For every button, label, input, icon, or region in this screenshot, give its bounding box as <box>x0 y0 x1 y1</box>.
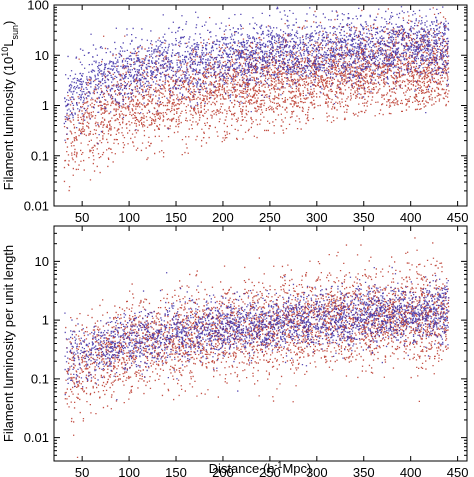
x-tick-label: 450 <box>447 465 469 477</box>
x-tick-label: 450 <box>447 210 469 225</box>
bottom-x-ticks: 50 100 150 200 250 300 350 400 450 <box>75 226 469 477</box>
x-tick-label: 350 <box>353 465 375 477</box>
x-tick-label: 50 <box>75 210 89 225</box>
x-tick-label: 150 <box>165 210 187 225</box>
x-tick-label: 250 <box>259 210 281 225</box>
bottom-y-axis-label: Filament luminosity per unit length <box>1 245 16 442</box>
x-tick-label: 400 <box>400 465 422 477</box>
top-y-axis-label: Filament luminosity (1010Lsun) <box>0 21 20 191</box>
top-y-ticks: 0.01 0.1 1 10 100 <box>24 0 467 214</box>
scatter-point-cloud <box>63 6 450 145</box>
x-tick-label: 250 <box>259 465 281 477</box>
y-tick-label: 0.01 <box>24 199 49 214</box>
y-tick-label: 1 <box>42 313 49 328</box>
x-tick-label: 100 <box>118 465 140 477</box>
series-blue-points <box>63 6 450 145</box>
x-tick-label: 200 <box>212 465 234 477</box>
x-tick-label: 100 <box>118 210 140 225</box>
top-scatter-points <box>63 6 450 192</box>
x-tick-label: 400 <box>400 210 422 225</box>
y-tick-label: 100 <box>27 0 49 13</box>
bottom-y-ticks: 0.01 0.1 1 10 <box>24 225 467 462</box>
x-tick-label: 50 <box>75 465 89 477</box>
x-tick-label: 300 <box>306 210 328 225</box>
y-tick-label: 1 <box>42 98 49 113</box>
x-tick-label: 300 <box>306 465 328 477</box>
y-tick-label: 10 <box>35 48 49 63</box>
bottom-scatter-points <box>64 237 450 458</box>
top-panel: 50 100 150 200 250 300 350 400 450 0.01 0.1 1 10 100… <box>0 0 468 225</box>
y-tick-label: 10 <box>35 254 49 269</box>
top-x-ticks: 50 100 150 200 250 300 350 400 450 <box>75 5 469 225</box>
x-tick-label: 200 <box>212 210 234 225</box>
x-axis-label: Distance (h-1Mpc) <box>209 460 312 476</box>
series-red-points <box>63 7 450 192</box>
y-tick-label: 0.1 <box>31 371 49 386</box>
x-tick-label: 350 <box>353 210 375 225</box>
x-tick-label: 150 <box>165 465 187 477</box>
bottom-panel: 50 100 150 200 250 300 350 400 450 0.01 0.1 1 10 Fi… <box>1 225 469 477</box>
y-tick-label: 0.01 <box>24 430 49 445</box>
scatter-point-cloud <box>63 7 450 192</box>
y-tick-label: 0.1 <box>31 148 49 163</box>
